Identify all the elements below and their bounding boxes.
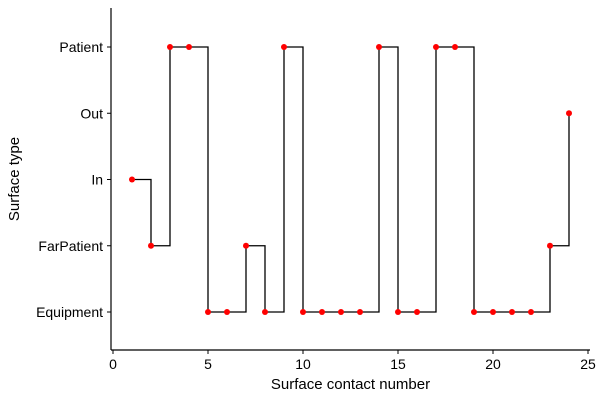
data-point [148, 242, 154, 249]
y-tick-label: Patient [59, 39, 103, 55]
data-point [433, 44, 439, 50]
data-point [300, 309, 306, 315]
y-tick-label: Out [80, 105, 103, 121]
data-point [224, 309, 230, 315]
data-point [376, 44, 382, 50]
data-point [490, 309, 496, 315]
x-axis-title: Surface contact number [271, 376, 430, 393]
data-point [262, 309, 268, 315]
data-point [509, 309, 515, 315]
data-point [414, 309, 420, 315]
data-point [471, 309, 477, 315]
data-point [566, 110, 572, 117]
data-point [281, 44, 287, 50]
data-point [338, 309, 344, 315]
step-line [132, 46, 570, 313]
data-point [528, 309, 534, 315]
y-tick-label: FarPatient [38, 238, 103, 254]
data-point [357, 309, 363, 315]
x-tick-label: 0 [109, 356, 117, 372]
y-tick-label: Equipment [36, 304, 103, 320]
data-point [243, 242, 249, 249]
data-point [129, 176, 135, 183]
y-axis-title: Surface type [6, 137, 23, 221]
x-tick-label: 10 [295, 356, 311, 372]
data-point [319, 309, 325, 315]
data-point [547, 242, 553, 249]
y-tick-label: In [91, 172, 103, 188]
x-ticks: 0 5 10 15 20 25 [109, 350, 596, 372]
x-tick-label: 20 [485, 356, 501, 372]
axes [110, 8, 590, 351]
x-tick-label: 15 [390, 356, 406, 372]
data-point [452, 44, 458, 50]
data-point [395, 309, 401, 315]
x-tick-label: 5 [204, 356, 212, 372]
y-ticks: Equipment FarPatient In Out Patient [36, 39, 111, 320]
data-point [186, 44, 192, 50]
data-point [167, 44, 173, 50]
x-tick-label: 25 [580, 356, 596, 372]
data-point [205, 309, 211, 315]
data-points [129, 44, 572, 315]
